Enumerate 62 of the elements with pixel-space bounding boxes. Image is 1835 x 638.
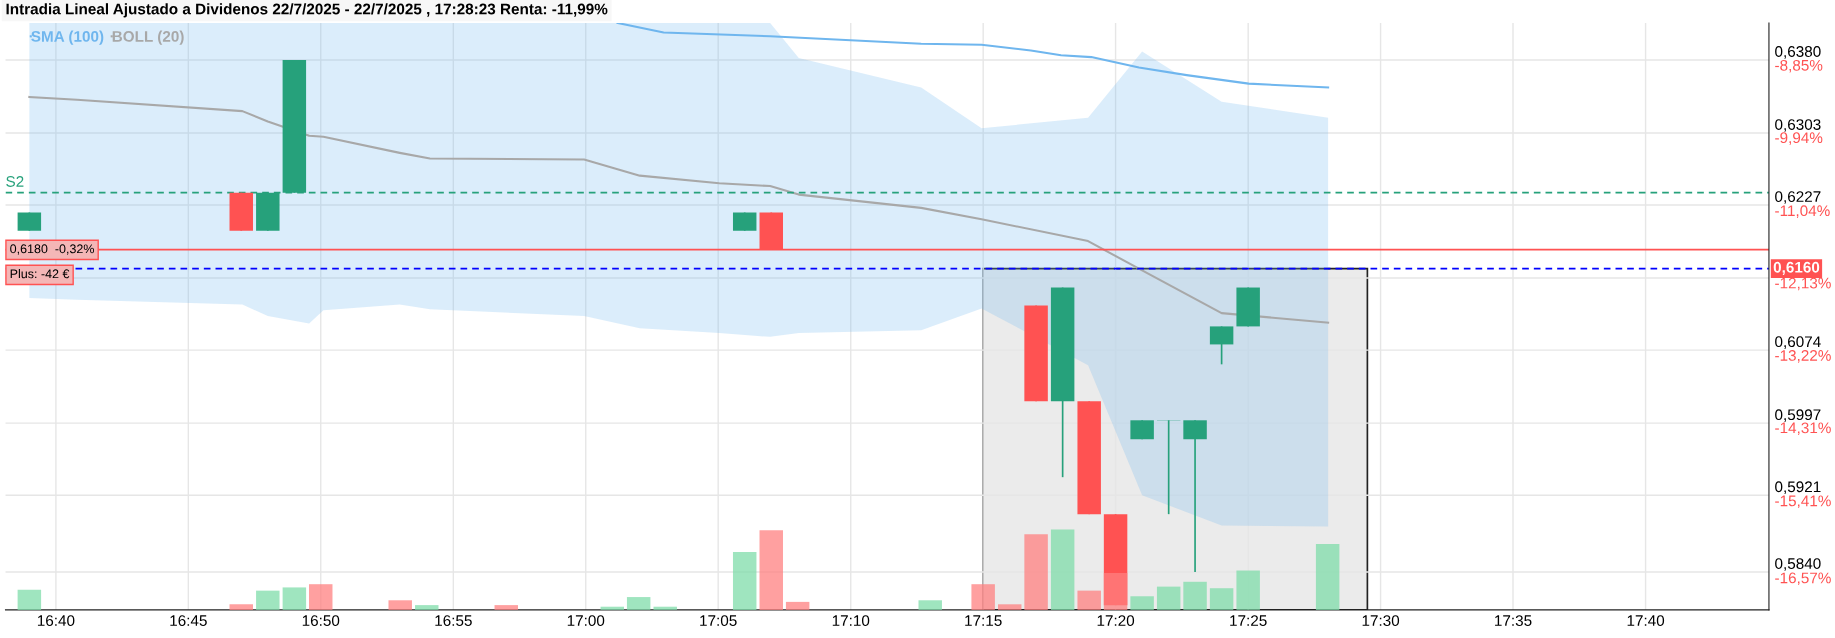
bar: [388, 600, 412, 610]
annotation: Plus: -42 €: [10, 269, 70, 279]
x-tick-label: 17:30: [1362, 615, 1400, 627]
bar: [918, 600, 942, 610]
bar: [759, 530, 783, 610]
ref-line-label: S2: [6, 176, 24, 187]
bar: [971, 584, 995, 610]
bar: [1315, 543, 1340, 610]
bar: [785, 601, 810, 610]
y-tick-label: 0,5997: [1775, 409, 1821, 422]
y-tick-label: 0,6380: [1775, 46, 1821, 59]
bar: [282, 587, 307, 610]
y-tick-label: 0,5840: [1775, 558, 1821, 571]
x-tick-label: 16:50: [302, 615, 340, 627]
bar: [1077, 590, 1101, 610]
bar: [229, 604, 253, 610]
bar: [309, 584, 333, 610]
bar: [17, 589, 42, 610]
legend-label: SMA (100): [31, 30, 104, 45]
y2-tick-label: -12,13%: [1775, 277, 1831, 291]
y-tick-label: 0,6074: [1775, 336, 1821, 349]
bar: [600, 606, 625, 610]
y-tick-label: 0,6303: [1775, 119, 1821, 132]
y2-tick-label: -13,22%: [1775, 350, 1831, 363]
bar: [1130, 596, 1154, 610]
bar: [415, 605, 439, 610]
y2-tick-label: -15,41%: [1775, 495, 1831, 509]
bar: [1050, 529, 1075, 610]
x-tick-label: 17:00: [567, 615, 605, 627]
bar: [653, 606, 677, 610]
y2-tick-label: -9,94%: [1775, 132, 1823, 145]
x-tick-label: 17:10: [832, 615, 870, 627]
legend-label: BOLL (20): [112, 30, 184, 45]
bar: [1209, 588, 1234, 610]
bar: [1024, 534, 1048, 610]
ref-line-label: 0,6180 -0,32%: [10, 244, 95, 255]
bar: [1183, 581, 1207, 610]
x-tick-label: 17:15: [965, 615, 1002, 627]
ref-line-label: 0,6160: [1773, 261, 1820, 275]
y2-tick-label: -8,85%: [1775, 59, 1823, 73]
x-tick-label: 17:25: [1230, 615, 1267, 627]
y2-tick-label: -11,04%: [1775, 205, 1830, 218]
y2-tick-label: -16,57%: [1775, 572, 1831, 586]
y2-tick-label: -14,31%: [1775, 422, 1831, 436]
bar: [997, 604, 1022, 610]
x-tick-label: 17:20: [1097, 615, 1135, 627]
bar: [626, 597, 651, 610]
y-tick-label: 0,5921: [1775, 481, 1821, 494]
x-tick-label: 16:55: [435, 615, 472, 627]
bar: [1236, 570, 1260, 610]
x-tick-label: 16:40: [37, 615, 75, 627]
x-tick-label: 16:45: [170, 615, 207, 627]
bar: [732, 552, 757, 610]
x-tick-label: 17:40: [1627, 615, 1665, 627]
bar: [1103, 572, 1128, 610]
x-tick-label: 17:05: [700, 615, 737, 627]
x-tick-label: 17:35: [1495, 615, 1532, 627]
bar: [256, 590, 280, 610]
bar: [494, 605, 518, 610]
y-tick-label: 0,6227: [1775, 191, 1821, 204]
bar: [1156, 586, 1181, 610]
chart-title: Intradia Lineal Ajustado a Dividenos 22/7/2025 - 22/7/2025 , 17:28:23 Renta: -11,99%: [6, 3, 608, 18]
